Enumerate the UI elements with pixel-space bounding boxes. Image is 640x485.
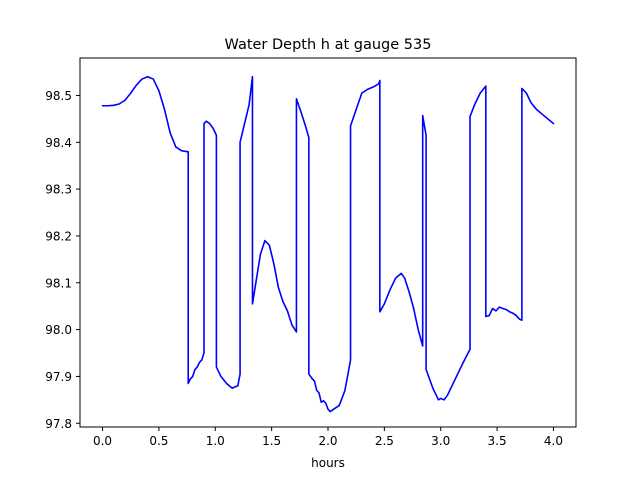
y-tick-label: 98.2 [45,229,72,243]
x-tick-label: 1.5 [262,434,281,448]
y-tick-label: 98.1 [45,276,72,290]
x-tick-label: 4.0 [544,434,563,448]
x-tick-label: 1.0 [206,434,225,448]
x-tick-label: 3.5 [488,434,507,448]
chart-title: Water Depth h at gauge 535 [225,37,432,53]
y-tick-label: 98.4 [45,136,72,150]
y-tick-label: 97.8 [45,417,72,431]
x-tick-label: 0.5 [149,434,168,448]
y-tick-label: 98.0 [45,323,72,337]
y-tick-label: 98.5 [45,89,72,103]
x-axis-title: hours [311,456,345,470]
x-tick-label: 2.0 [318,434,337,448]
series-line [101,75,555,413]
y-tick-label: 98.3 [45,183,72,197]
x-tick-label: 0.0 [93,434,112,448]
x-tick-label: 3.0 [431,434,450,448]
x-tick-label: 2.5 [375,434,394,448]
y-tick-label: 97.9 [45,370,72,384]
